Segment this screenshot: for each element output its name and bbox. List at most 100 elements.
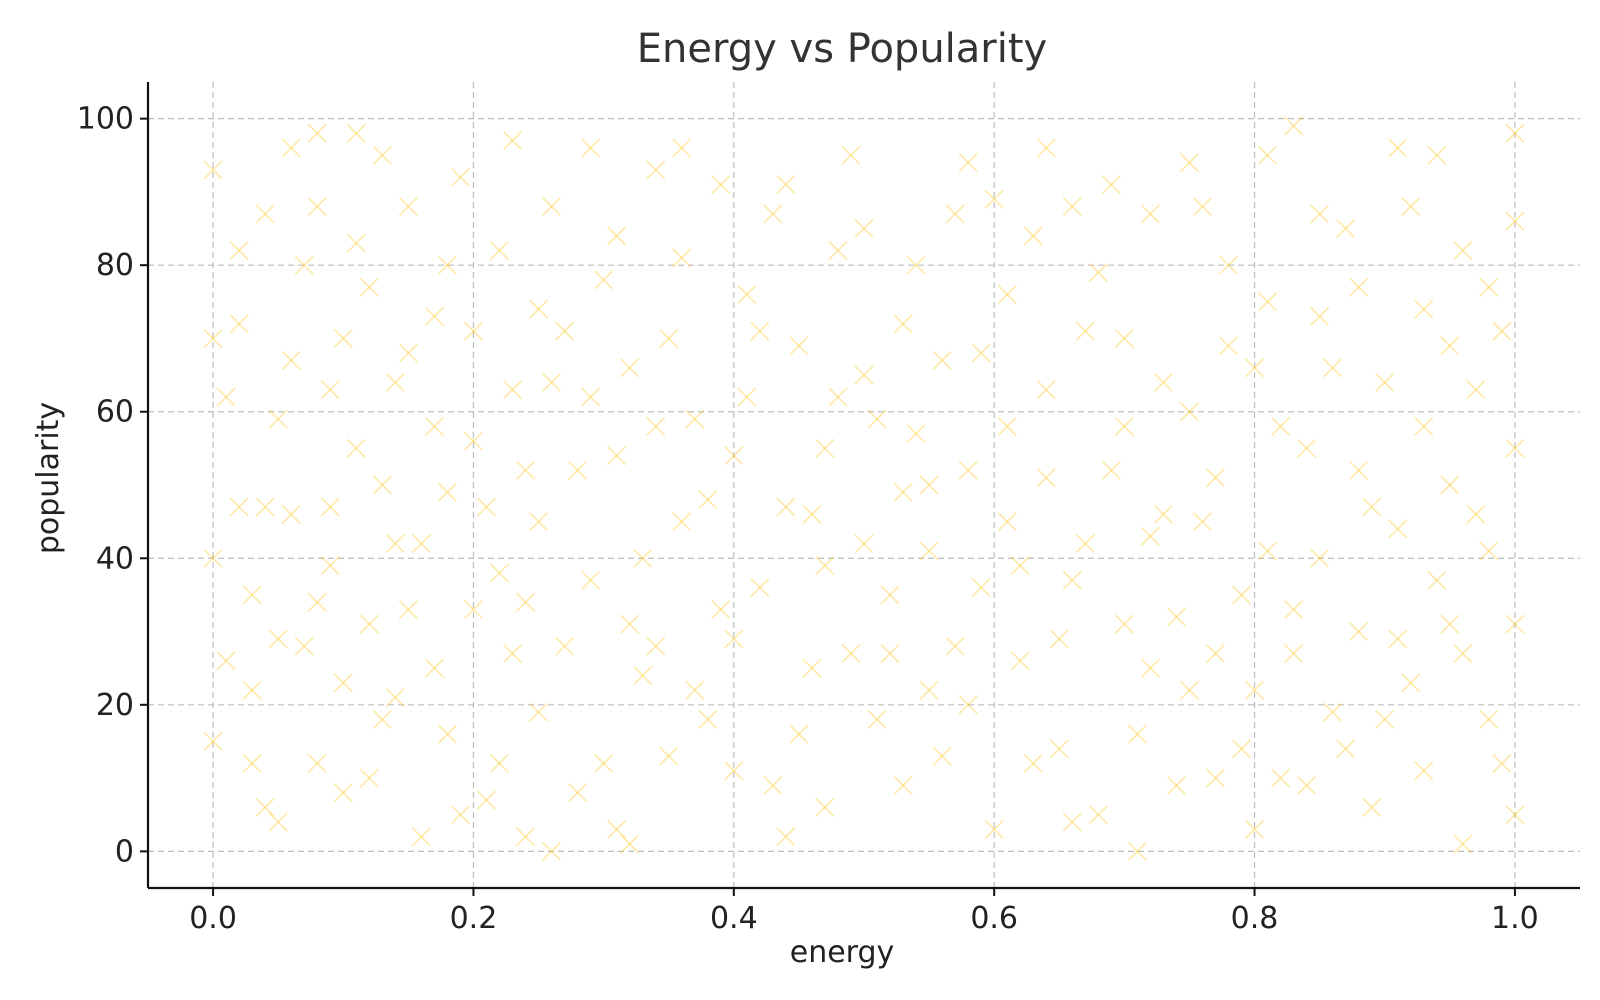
data-point-stroke-a: [997, 284, 1017, 305]
data-point-stroke-b: [984, 819, 1004, 839]
data-point-158: [346, 123, 366, 143]
data-point-stroke-b: [203, 548, 223, 568]
data-point-5: [242, 680, 262, 700]
data-point-245: [1323, 358, 1343, 378]
data-point-stroke-a: [841, 643, 861, 664]
data-point-122: [1244, 819, 1265, 839]
data-point-stroke-a: [307, 123, 327, 143]
data-point-224: [776, 827, 796, 847]
data-point-stroke-a: [867, 709, 887, 730]
data-point-71: [763, 775, 783, 795]
data-point-stroke-b: [1023, 226, 1043, 246]
data-point-stroke-a: [880, 585, 900, 605]
data-point-92: [958, 153, 978, 173]
data-point-stroke-a: [607, 819, 627, 839]
data-point-stroke-b: [1244, 358, 1265, 378]
data-point-115: [1179, 402, 1200, 422]
data-point-stroke-a: [281, 350, 301, 371]
data-point-stroke-b: [1297, 775, 1317, 795]
data-point-stroke-b: [1349, 277, 1369, 297]
data-point-stroke-a: [307, 592, 327, 612]
data-point-212: [463, 321, 484, 341]
data-point-stroke-a: [945, 636, 965, 656]
data-point-stroke-b: [346, 123, 366, 143]
data-point-stroke-a: [1114, 416, 1134, 436]
data-point-stroke-a: [528, 512, 549, 532]
data-point-255: [1505, 438, 1525, 458]
data-point-stroke-a: [815, 797, 835, 817]
data-point-stroke-b: [385, 372, 405, 392]
data-point-stroke-a: [359, 768, 379, 788]
data-point-stroke-a: [672, 512, 692, 532]
data-point-stroke-a: [672, 248, 692, 268]
data-point-stroke-a: [1257, 541, 1278, 561]
data-point-15: [307, 753, 327, 774]
data-point-stroke-b: [1388, 138, 1408, 158]
data-point-stroke-b: [711, 175, 731, 195]
data-point-stroke-b: [1323, 358, 1343, 378]
data-point-stroke-b: [620, 358, 640, 378]
data-point-stroke-b: [372, 709, 392, 730]
data-point-stroke-b: [437, 482, 457, 502]
data-point-17: [320, 556, 340, 576]
data-point-100: [1036, 380, 1056, 400]
data-point-76: [815, 438, 835, 458]
data-point-stroke-a: [268, 629, 288, 649]
data-point-stroke-b: [1231, 739, 1252, 759]
data-point-178: [867, 409, 887, 429]
data-point-53: [594, 753, 614, 774]
data-point-148: [1479, 709, 1499, 730]
data-point-199: [1414, 416, 1434, 436]
data-point-stroke-b: [1101, 460, 1121, 480]
data-point-stroke-b: [568, 460, 588, 480]
data-point-171: [685, 680, 705, 700]
data-point-187: [1101, 175, 1121, 195]
data-point-stroke-b: [242, 753, 262, 774]
data-point-110: [1140, 204, 1160, 224]
data-point-stroke-a: [502, 380, 523, 400]
data-point-222: [724, 629, 744, 649]
data-point-stroke-b: [203, 328, 223, 349]
data-point-55: [607, 226, 627, 246]
data-point-stroke-b: [502, 380, 523, 400]
data-point-stroke-a: [1375, 372, 1395, 392]
data-point-177: [841, 643, 861, 664]
data-point-stroke-b: [555, 321, 575, 341]
data-point-stroke-b: [502, 131, 523, 151]
data-point-103: [1062, 570, 1082, 590]
data-point-95: [997, 512, 1017, 532]
data-point-stroke-b: [893, 314, 913, 334]
data-point-stroke-a: [1114, 328, 1134, 349]
data-point-185: [1049, 629, 1069, 649]
data-point-stroke-a: [750, 578, 770, 598]
data-point-173: [737, 387, 757, 407]
data-point-226: [828, 387, 848, 407]
data-point-stroke-b: [737, 387, 757, 407]
data-point-stroke-b: [841, 643, 861, 664]
data-point-stroke-b: [919, 680, 939, 700]
data-point-stroke-b: [1479, 541, 1499, 561]
data-point-stroke-a: [1127, 724, 1147, 744]
y-axis-label: popularity: [31, 402, 66, 554]
data-point-225: [802, 504, 822, 524]
data-point-stroke-b: [1427, 570, 1447, 590]
data-point-stroke-a: [1036, 138, 1056, 158]
data-point-197: [1362, 497, 1382, 517]
data-point-203: [229, 240, 249, 261]
data-point-220: [672, 138, 692, 158]
data-point-stroke-b: [1140, 658, 1160, 678]
data-point-190: [1179, 680, 1200, 700]
data-point-112: [1153, 504, 1173, 524]
y-tick-label-2: 40: [96, 541, 134, 576]
data-point-stroke-b: [398, 343, 418, 363]
data-point-57: [620, 834, 640, 854]
data-point-stroke-b: [776, 497, 796, 517]
data-point-16: [320, 380, 340, 400]
data-point-stroke-b: [268, 812, 288, 832]
data-point-216: [568, 783, 588, 803]
data-point-stroke-a: [1505, 438, 1525, 458]
data-point-stroke-b: [763, 775, 783, 795]
data-point-186: [1075, 534, 1095, 554]
data-point-98: [1023, 753, 1043, 774]
data-point-150: [1492, 321, 1512, 341]
